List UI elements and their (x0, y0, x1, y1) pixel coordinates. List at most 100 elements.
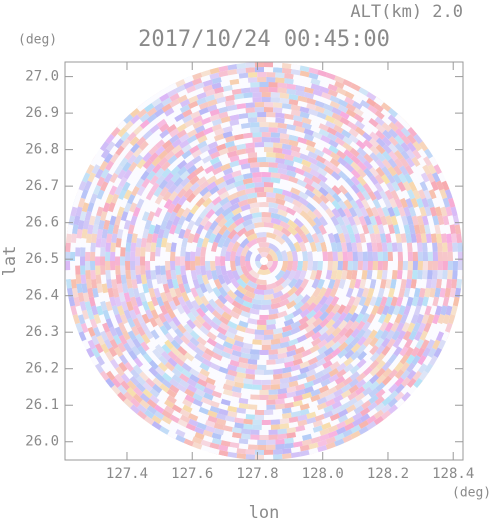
field-cell (397, 261, 403, 271)
field-cell (171, 278, 180, 290)
field-cell (177, 88, 188, 98)
field-cell (213, 133, 225, 142)
field-cell (297, 141, 308, 150)
field-cell (329, 95, 340, 104)
field-cell (149, 388, 160, 398)
field-cell (196, 204, 206, 215)
y-tick-label: 26.0 (25, 434, 59, 450)
field-cell (123, 292, 131, 303)
field-cell (373, 96, 384, 107)
field-cell (295, 388, 306, 397)
field-cell (288, 181, 299, 190)
field-cell (114, 326, 124, 337)
field-cell (331, 311, 342, 323)
field-cell (318, 287, 328, 298)
field-cell (194, 432, 205, 440)
field-cell (301, 76, 312, 83)
field-cell (277, 87, 288, 94)
field-cell (105, 351, 115, 362)
field-cell (264, 222, 275, 229)
field-cell (422, 355, 433, 366)
field-cell (412, 362, 422, 373)
field-cell (426, 197, 435, 209)
field-cell (297, 372, 308, 381)
field-cell (193, 347, 205, 357)
field-cell (256, 152, 267, 158)
field-cell (112, 157, 123, 168)
field-cell (144, 409, 155, 420)
field-cell (115, 256, 121, 266)
field-cell (142, 382, 153, 392)
field-cell (273, 368, 283, 375)
field-cell (321, 91, 332, 100)
field-cell (110, 269, 117, 280)
field-cell (270, 137, 281, 144)
field-cell (356, 343, 367, 355)
field-cell (89, 193, 98, 204)
field-cell (227, 405, 238, 413)
field-cell (171, 367, 182, 378)
field-cell (163, 300, 172, 311)
field-cell (163, 198, 173, 210)
field-cell (425, 233, 432, 244)
field-cell (77, 219, 85, 230)
field-cell (320, 372, 331, 382)
field-cell (272, 182, 283, 190)
field-cell (195, 224, 205, 235)
field-cell (213, 380, 225, 389)
field-cell (324, 178, 335, 189)
field-cell (149, 336, 159, 348)
field-cell (245, 147, 255, 154)
field-cell (88, 296, 96, 307)
field-cell (300, 224, 310, 236)
field-cell (290, 192, 301, 202)
field-cell (82, 219, 90, 230)
field-cell (395, 189, 405, 200)
field-cell (150, 251, 156, 261)
field-cell (217, 274, 226, 285)
field-cell (318, 390, 329, 399)
field-cell (249, 127, 260, 133)
field-cell (170, 339, 181, 350)
field-cell (284, 73, 294, 80)
field-cell (161, 415, 172, 425)
field-cell (272, 142, 283, 149)
field-cell (318, 295, 329, 307)
field-cell (428, 322, 437, 334)
field-cell (167, 183, 178, 194)
field-cell (393, 165, 403, 176)
field-cell (266, 112, 276, 118)
field-cell (421, 242, 428, 253)
field-cell (92, 224, 99, 235)
field-cell (243, 383, 253, 390)
field-cell (350, 357, 361, 368)
field-cell (402, 251, 408, 261)
field-cell (435, 233, 443, 244)
field-cell (183, 438, 194, 447)
field-cell (331, 347, 342, 358)
field-cell (132, 193, 142, 205)
field-cell (266, 359, 276, 365)
field-cell (319, 428, 330, 436)
field-cell (327, 261, 334, 271)
field-cell (295, 430, 306, 438)
field-cell (192, 441, 203, 450)
field-cell (328, 373, 339, 383)
field-cell (132, 118, 143, 129)
field-cell (259, 314, 269, 321)
field-cell (287, 225, 298, 236)
field-cell (196, 342, 207, 353)
field-cell (247, 72, 258, 78)
field-cell (409, 338, 419, 350)
field-cell (354, 386, 366, 396)
field-cell (398, 338, 408, 349)
field-cell (129, 375, 140, 386)
field-cell (312, 89, 323, 97)
field-cell (286, 123, 297, 131)
field-cell (84, 193, 93, 204)
field-cell (325, 311, 336, 322)
field-cell (252, 97, 262, 103)
field-cell (135, 237, 143, 248)
x-tick-label: 128.2 (367, 466, 409, 482)
field-cell (115, 237, 122, 248)
